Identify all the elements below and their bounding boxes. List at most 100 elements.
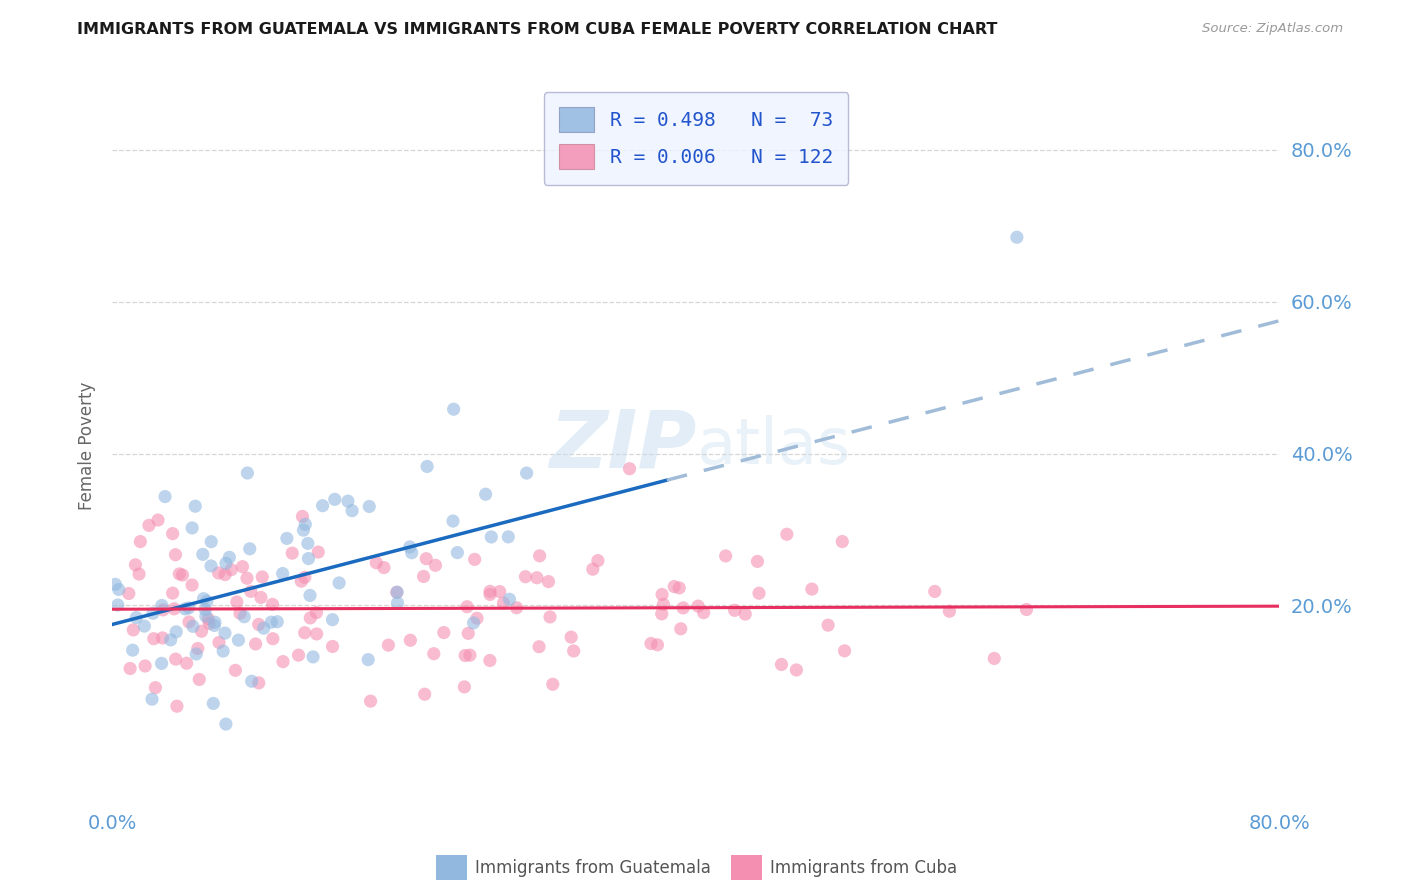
Point [134, 659, 156, 673]
Point [299, 611, 322, 625]
Point [191, 547, 214, 561]
Point [107, 582, 129, 597]
Point [118, 586, 141, 600]
Point [366, 556, 388, 570]
Point [236, 466, 259, 480]
Point [305, 627, 328, 641]
Point [287, 648, 309, 662]
Point [498, 592, 520, 607]
Point [505, 600, 527, 615]
Point [425, 558, 447, 573]
Point [340, 504, 363, 518]
Point [478, 653, 501, 667]
Point [336, 494, 359, 508]
Point [125, 610, 148, 624]
Text: Immigrants from Cuba: Immigrants from Cuba [770, 859, 957, 877]
Point [174, 602, 197, 616]
Point [537, 574, 560, 589]
Point [214, 567, 236, 582]
Point [297, 536, 319, 550]
Point [924, 584, 946, 599]
Point [387, 596, 409, 610]
Point [121, 643, 143, 657]
Point [186, 647, 208, 661]
Point [305, 606, 328, 620]
Point [515, 570, 537, 584]
Point [464, 552, 486, 566]
Point [200, 558, 222, 573]
Point [240, 674, 263, 689]
Point [498, 530, 520, 544]
Point [456, 599, 478, 614]
Point [104, 577, 127, 591]
Point [465, 611, 488, 625]
Point [817, 618, 839, 632]
Point [262, 598, 284, 612]
Point [457, 626, 479, 640]
Point [458, 648, 481, 662]
Point [163, 602, 186, 616]
Point [165, 652, 187, 666]
Point [647, 638, 669, 652]
Point [247, 617, 270, 632]
Point [262, 632, 284, 646]
Point [672, 601, 695, 615]
Point [416, 459, 439, 474]
Point [479, 587, 502, 601]
Point [250, 591, 273, 605]
Point [194, 609, 217, 624]
Point [215, 556, 238, 570]
Point [245, 637, 267, 651]
Point [360, 694, 382, 708]
Point [478, 584, 501, 599]
Point [142, 606, 165, 620]
Point [141, 692, 163, 706]
Point [398, 540, 420, 554]
Point [166, 699, 188, 714]
Point [225, 595, 247, 609]
Point [938, 604, 960, 618]
Point [207, 566, 229, 580]
Point [290, 574, 312, 589]
Point [474, 487, 496, 501]
Point [253, 621, 276, 635]
Point [198, 616, 221, 631]
Point [526, 571, 548, 585]
Point [668, 581, 690, 595]
Point [239, 584, 262, 599]
Point [162, 586, 184, 600]
Point [181, 578, 204, 592]
Point [202, 697, 225, 711]
Text: IMMIGRANTS FROM GUATEMALA VS IMMIGRANTS FROM CUBA FEMALE POVERTY CORRELATION CHA: IMMIGRANTS FROM GUATEMALA VS IMMIGRANTS … [77, 22, 998, 37]
Point [181, 521, 204, 535]
Point [214, 626, 236, 640]
Point [385, 585, 408, 599]
Point [146, 513, 169, 527]
Point [128, 567, 150, 582]
Point [190, 624, 212, 639]
Point [165, 624, 187, 639]
Point [188, 673, 211, 687]
Point [219, 563, 242, 577]
Point [294, 517, 316, 532]
Point [664, 580, 686, 594]
Point [527, 640, 550, 654]
Point [1005, 230, 1028, 244]
Point [412, 569, 434, 583]
Point [800, 582, 823, 596]
Point [748, 586, 770, 600]
Point [463, 615, 485, 630]
Point [692, 606, 714, 620]
Point [441, 514, 464, 528]
Text: ZIP: ZIP [548, 407, 696, 485]
Point [770, 657, 793, 672]
Point [233, 609, 256, 624]
Point [399, 633, 422, 648]
Point [538, 610, 561, 624]
Point [294, 625, 316, 640]
Point [122, 623, 145, 637]
Point [229, 606, 252, 620]
Point [298, 589, 321, 603]
Point [582, 562, 605, 576]
Point [311, 499, 333, 513]
